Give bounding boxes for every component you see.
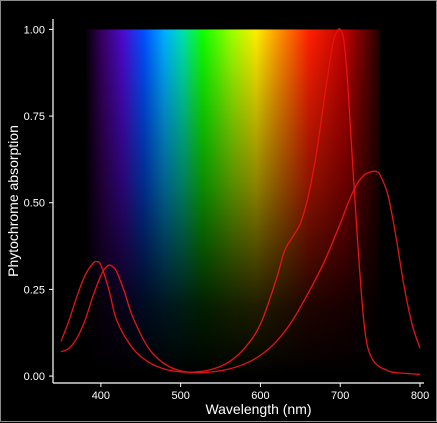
series-line-1 xyxy=(60,28,421,375)
y-tick-label: 0.75 xyxy=(24,111,45,123)
y-tick-label: 1.00 xyxy=(24,24,45,36)
y-tick-label: 0.00 xyxy=(24,371,45,383)
x-tick-label: 500 xyxy=(171,390,189,402)
y-tick-label: 0.25 xyxy=(24,284,45,296)
y-axis-label: Phytochrome absorption xyxy=(5,125,21,277)
series-line-2 xyxy=(60,170,421,374)
x-tick-label: 400 xyxy=(92,390,110,402)
spectrum-band xyxy=(84,29,381,377)
x-axis-label: Wavelength (nm) xyxy=(205,401,311,417)
y-tick-label: 0.50 xyxy=(24,198,45,210)
x-tick-label: 600 xyxy=(251,390,269,402)
x-tick-label: 800 xyxy=(411,390,429,402)
x-tick-label: 700 xyxy=(331,390,349,402)
